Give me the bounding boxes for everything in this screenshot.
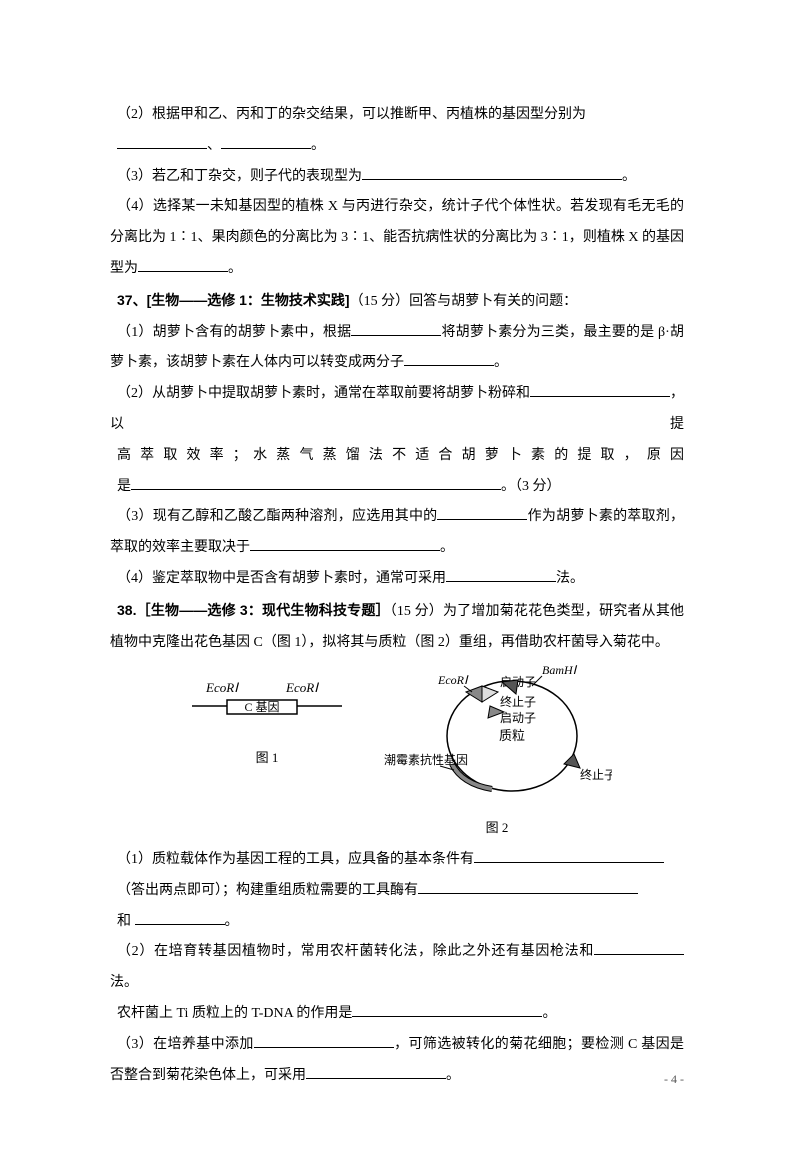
question-text: 高 萃 取 效 率 ； 水 蒸 气 蒸 馏 法 不 适 合 胡 萝 卜 素 的 … [110,441,684,472]
text: （答出两点即可）；构建重组质粒需要的工具酶有 [117,883,418,898]
question-text: （2）在培育转基因植物时，常用农杆菌转化法，除此之外还有基因枪法和法。 [110,937,684,999]
answer-blank[interactable] [530,382,670,397]
text: 。 [622,169,636,184]
question-text: （1）质粒载体作为基因工程的工具，应具备的基本条件有 [110,845,684,876]
figure-2-caption: 图 2 [382,814,612,843]
answer-blank[interactable] [117,134,207,149]
question-text: （答出两点即可）；构建重组质粒需要的工具酶有 [110,876,684,907]
text: （1）胡萝卜含有的胡萝卜素中，根据 [117,325,351,340]
question-text: （3）现有乙醇和乙酸乙酯两种溶剂，应选用其中的作为胡萝卜素的萃取剂，萃取的效率主… [110,502,684,564]
answer-blank[interactable] [254,1033,394,1048]
text: 。（3 分） [501,479,561,494]
exam-page: （2）根据甲和乙、丙和丁的杂交结果，可以推断甲、丙植株的基因型分别为 、。 （3… [0,0,794,1151]
fig2-bamh-label: BamHⅠ [542,664,578,677]
page-number: - 4 - [664,1072,684,1087]
figure-1: EcoRⅠ EcoRⅠ C 基因 图 1 [182,664,352,843]
question-text: 是 。（3 分） [110,472,684,503]
text: 。 [228,261,242,276]
text: （2）在培育转基因植物时，常用农杆菌转化法，除此之外还有基因枪法和 [117,944,594,959]
question-text: （2）根据甲和乙、丙和丁的杂交结果，可以推断甲、丙植株的基因型分别为 [110,100,684,131]
heading-bold: 38.［生物——选修 3：现代生物科技专题］ [117,602,390,618]
text: （2）根据甲和乙、丙和丁的杂交结果，可以推断甲、丙植株的基因型分别为 [117,107,586,122]
fig2-terminator-label-2: 终止子 [580,767,612,782]
fig1-ecor2-label: EcoRⅠ [285,680,319,695]
answer-blank[interactable] [131,475,501,490]
fig2-ecor-label: EcoRⅠ [437,673,469,687]
text: 法。 [110,975,138,990]
text: 。 [225,914,239,929]
question-text: 农杆菌上 Ti 质粒上的 T-DNA 的作用是 。 [110,999,684,1030]
text: （1）质粒载体作为基因工程的工具，应具备的基本条件有 [117,852,474,867]
text: （3）在培养基中添加 [117,1037,254,1052]
answer-blank[interactable] [221,134,311,149]
blank-line: 、。 [110,131,684,162]
fig2-terminator-label-1: 终止子 [500,694,536,709]
question-text: （1）胡萝卜含有的胡萝卜素中，根据将胡萝卜素分为三类，最主要的是 β·胡萝卜素，… [110,318,684,380]
fig1-ecor1-label: EcoRⅠ [205,680,239,695]
answer-blank[interactable] [594,940,684,955]
question-text: （2）从胡萝卜中提取胡萝卜素时，通常在萃取前要将胡萝卜粉碎和， 以 提 [110,379,684,441]
figure-row: EcoRⅠ EcoRⅠ C 基因 图 1 质粒 EcoRⅠ 启动子 BamHⅠ … [110,664,684,843]
answer-blank[interactable] [446,567,556,582]
text: 农杆菌上 Ti 质粒上的 T-DNA 的作用是 [117,1006,352,1021]
question-text: （4）选择某一未知基因型的植株 X 与丙进行杂交，统计子代个体性状。若发现有毛无… [110,192,684,284]
text: （2）从胡萝卜中提取胡萝卜素时，通常在萃取前要将胡萝卜粉碎和 [117,386,530,401]
text: 。 [494,355,508,370]
answer-blank[interactable] [418,879,638,894]
answer-blank[interactable] [138,257,228,272]
text: 。 [446,1068,460,1083]
text: 法。 [556,571,584,586]
separator: 、 [207,138,221,153]
text: （3）若乙和丁杂交，则子代的表现型为 [117,169,362,184]
text: 和 [117,914,131,929]
question-38-heading: 38.［生物——选修 3：现代生物科技专题］（15 分）为了增加菊花花色类型，研… [110,595,684,659]
question-text: （3）若乙和丁杂交，则子代的表现型为 。 [110,162,684,193]
answer-blank[interactable] [306,1064,446,1079]
heading-bold: 37、[生物——选修 1：生物技术实践] [117,292,350,308]
answer-blank[interactable] [351,321,441,336]
figure-2: 质粒 EcoRⅠ 启动子 BamHⅠ 终止子 启动子 终止子 潮霉素抗性基因 图… [382,664,612,843]
answer-blank[interactable] [474,848,664,863]
answer-blank[interactable] [404,351,494,366]
answer-blank[interactable] [437,505,527,520]
text: 。 [311,138,325,153]
text: 高 萃 取 效 率 ； 水 蒸 气 蒸 馏 法 不 适 合 胡 萝 卜 素 的 … [117,448,684,463]
answer-blank[interactable] [362,165,622,180]
text: （3）现有乙醇和乙酸乙酯两种溶剂，应选用其中的 [117,509,437,524]
question-text: 和 。 [110,907,684,938]
figure-2-svg: 质粒 EcoRⅠ 启动子 BamHⅠ 终止子 启动子 终止子 潮霉素抗性基因 [382,664,612,814]
fig2-resist-label: 潮霉素抗性基因 [384,752,468,767]
text: 是 [117,479,131,494]
answer-blank[interactable] [135,910,225,925]
fig2-plasmid-label: 质粒 [499,728,525,743]
fig2-promoter-label-2: 启动子 [500,711,536,725]
text: 。 [440,540,454,555]
answer-blank[interactable] [250,536,440,551]
text: （4）鉴定萃取物中是否含有胡萝卜素时，通常可采用 [117,571,446,586]
figure-1-caption: 图 1 [182,744,352,773]
fig1-gene-label: C 基因 [244,700,279,714]
answer-blank[interactable] [352,1002,542,1017]
text: （15 分）回答与胡萝卜有关的问题： [350,294,578,309]
text: 。 [542,1006,556,1021]
question-text: （3）在培养基中添加，可筛选被转化的菊花细胞；要检测 C 基因是否整合到菊花染色… [110,1030,684,1092]
figure-1-svg: EcoRⅠ EcoRⅠ C 基因 [182,664,352,744]
question-37-heading: 37、[生物——选修 1：生物技术实践]（15 分）回答与胡萝卜有关的问题： [110,285,684,318]
question-text: （4）鉴定萃取物中是否含有胡萝卜素时，通常可采用 法。 [110,564,684,595]
